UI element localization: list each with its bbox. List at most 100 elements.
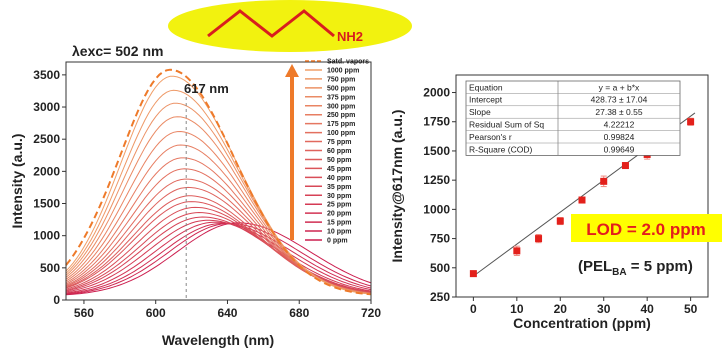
legend-label: 0 ppm bbox=[327, 238, 348, 245]
spectrum-curve-35-ppm bbox=[65, 211, 372, 293]
calibration-y-tick-label: 1500 bbox=[423, 144, 450, 158]
spectra-x-tick-label: 680 bbox=[289, 306, 309, 320]
calibration-x-tick-label: 0 bbox=[470, 302, 477, 316]
fit-parameters-table: Equation y = a + b*x Intercept 428.73 ± 17.… bbox=[465, 80, 681, 156]
spectra-y-tick-label: 1000 bbox=[33, 229, 60, 243]
spectra-y-tick-label: 2500 bbox=[33, 132, 60, 146]
fit-table-value: 428.73 ± 17.04 bbox=[591, 95, 648, 105]
legend-label: 50 ppm bbox=[327, 157, 352, 164]
calibration-y-tick-label: 1000 bbox=[423, 202, 450, 216]
calibration-plot-frame bbox=[455, 74, 709, 298]
legend-label: 35 ppm bbox=[327, 184, 352, 191]
legend-label: 100 ppm bbox=[327, 130, 355, 137]
legend-label: 25 ppm bbox=[327, 202, 352, 209]
fit-table-key: Equation bbox=[469, 82, 503, 92]
molecule-skeleton bbox=[207, 9, 335, 38]
fit-table-key: R-Square (COD) bbox=[469, 144, 532, 154]
legend-label: 30 ppm bbox=[327, 193, 352, 200]
spectrum-curve-25-ppm bbox=[65, 219, 372, 293]
molecule-nh2-label: NH2 bbox=[337, 29, 363, 44]
fit-table-value: 27.38 ± 0.55 bbox=[595, 107, 642, 117]
fit-table-key: Pearson's r bbox=[469, 132, 512, 142]
spectra-chart: 560 600 640 680 720 0 500 1000 1500 2000 2500 3000 3… bbox=[9, 43, 381, 348]
spectra-plot-frame bbox=[65, 61, 372, 301]
fit-table-value: 0.99649 bbox=[604, 144, 635, 154]
spectra-y-tick-label: 2000 bbox=[33, 164, 60, 178]
calibration-chart: 0 10 20 30 40 50 250 500 750 1000 1250 1500 1750 2000… bbox=[389, 74, 722, 331]
spectra-y-axis-title: Intensity (a.u.) bbox=[9, 134, 25, 229]
peak-label: 617 nm bbox=[184, 81, 229, 96]
legend-label: 10 ppm bbox=[327, 229, 352, 236]
fit-table-value: 4.22212 bbox=[604, 120, 635, 130]
legend-arrow-shaft bbox=[290, 76, 294, 240]
lod-box: LOD = 2.0 ppm bbox=[571, 214, 722, 242]
data-point bbox=[600, 177, 608, 185]
legend-label: 15 ppm bbox=[327, 220, 352, 227]
legend-label: 40 ppm bbox=[327, 175, 352, 182]
data-point bbox=[687, 118, 695, 126]
legend-label: 300 ppm bbox=[327, 103, 355, 110]
legend-label: 20 ppm bbox=[327, 211, 352, 218]
calibration-y-tick-label: 250 bbox=[430, 290, 450, 304]
data-point bbox=[556, 217, 564, 225]
spectra-x-tick-label: 560 bbox=[74, 306, 94, 320]
legend-label: 1000 ppm bbox=[327, 67, 359, 74]
spectra-x-tick-label: 720 bbox=[361, 306, 381, 320]
spectra-y-tick-label: 0 bbox=[53, 293, 60, 307]
excitation-label: λexc= 502 nm bbox=[72, 43, 163, 59]
legend-label: Satd. vapors bbox=[327, 59, 369, 66]
calibration-y-tick-label: 750 bbox=[430, 232, 450, 246]
lod-highlight bbox=[571, 214, 722, 242]
calibration-x-tick-label: 30 bbox=[597, 302, 611, 316]
calibration-x-tick-label: 10 bbox=[510, 302, 524, 316]
molecule-structure: NH2 bbox=[168, 0, 412, 52]
spectra-x-tick-label: 640 bbox=[217, 306, 237, 320]
fit-table-value: 0.99824 bbox=[604, 132, 635, 142]
legend-arrow-head bbox=[285, 64, 299, 77]
fit-table-value: y = a + b*x bbox=[599, 82, 640, 92]
spectrum-curve-15-ppm bbox=[65, 223, 372, 295]
legend-label: 375 ppm bbox=[327, 94, 355, 101]
data-point bbox=[535, 235, 543, 243]
calibration-x-tick-label: 40 bbox=[640, 302, 654, 316]
spectra-y-tick-label: 3000 bbox=[33, 100, 60, 114]
spectrum-curve-175-ppm bbox=[65, 157, 372, 294]
calibration-x-tick-label: 50 bbox=[684, 302, 698, 316]
spectra-y-tick-label: 500 bbox=[40, 261, 60, 275]
calibration-y-tick-label: 1250 bbox=[423, 173, 450, 187]
data-point bbox=[621, 162, 629, 170]
lod-label: LOD = 2.0 ppm bbox=[586, 220, 706, 239]
spectrum-curve-50-ppm bbox=[65, 195, 372, 294]
data-point bbox=[578, 196, 586, 204]
calibration-y-tick-label: 500 bbox=[430, 261, 450, 275]
fit-table-key: Slope bbox=[469, 107, 491, 117]
legend-label: 500 ppm bbox=[327, 85, 355, 92]
legend-label: 250 ppm bbox=[327, 112, 355, 119]
spectrum-curve-30-ppm bbox=[65, 216, 372, 293]
spectrum-curve-0-ppm bbox=[65, 222, 372, 296]
spectra-x-axis-title: Wavelength (nm) bbox=[162, 332, 274, 348]
calibration-y-tick-label: 1750 bbox=[423, 115, 450, 129]
spectra-y-tick-label: 1500 bbox=[33, 197, 60, 211]
pel-label: (PELBA = 5 ppm) bbox=[578, 258, 693, 278]
molecule-background bbox=[168, 0, 412, 52]
spectrum-curve-10-ppm bbox=[65, 223, 372, 295]
legend-label: 750 ppm bbox=[327, 76, 355, 83]
spectrum-curve-20-ppm bbox=[65, 221, 372, 294]
calibration-y-axis-title: Intensity@617nm (a.u.) bbox=[389, 110, 405, 263]
spectrum-curve-satd-vapors bbox=[65, 68, 372, 296]
spectra-y-tick-label: 3500 bbox=[33, 68, 60, 82]
spectra-x-tick-label: 600 bbox=[146, 306, 166, 320]
legend-label: 175 ppm bbox=[327, 121, 355, 128]
legend-label: 60 ppm bbox=[327, 148, 352, 155]
calibration-x-tick-label: 20 bbox=[554, 302, 568, 316]
data-point bbox=[469, 270, 477, 278]
legend-label: 45 ppm bbox=[327, 166, 352, 173]
calibration-y-tick-label: 2000 bbox=[423, 86, 450, 100]
fit-table-key: Residual Sum of Sq bbox=[469, 120, 544, 130]
data-point bbox=[513, 247, 521, 255]
legend-label: 75 ppm bbox=[327, 139, 352, 146]
fit-table-key: Intercept bbox=[469, 95, 503, 105]
